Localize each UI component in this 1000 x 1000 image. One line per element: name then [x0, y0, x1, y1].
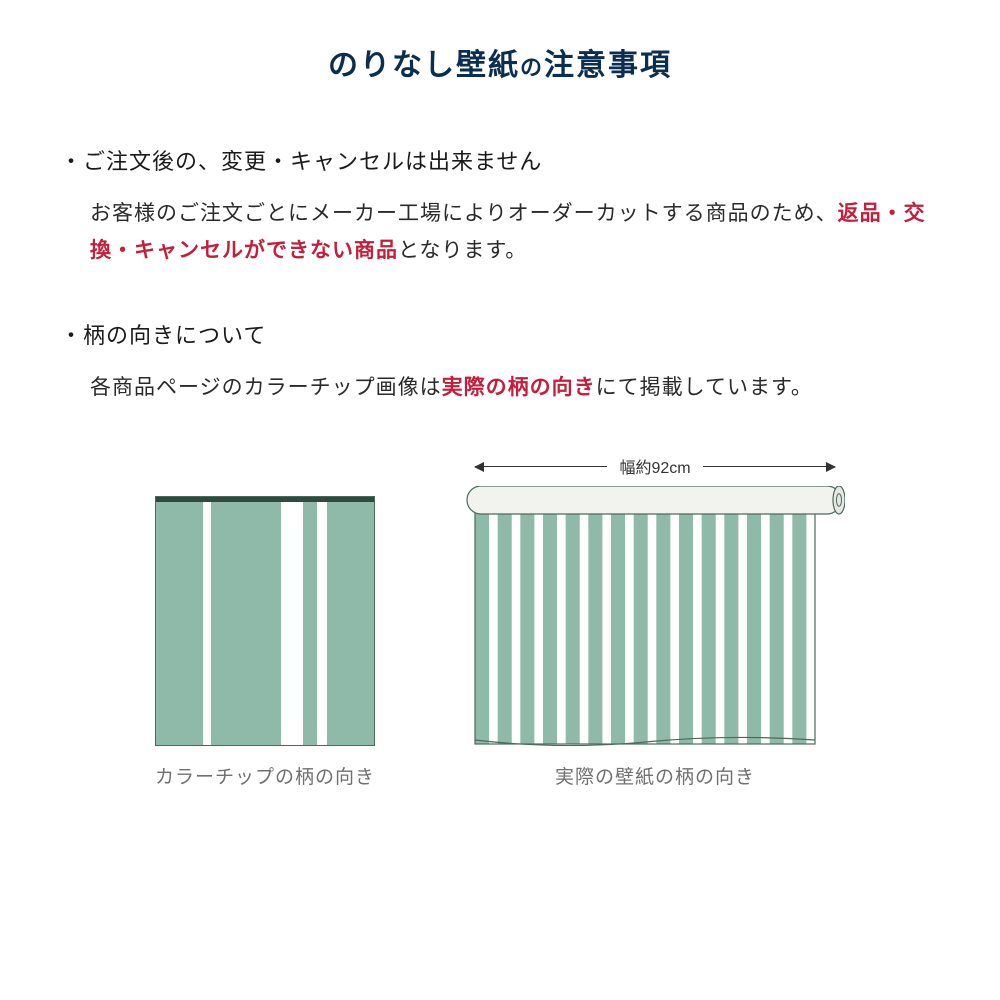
title-main: のりなし壁紙	[328, 49, 520, 82]
section2-bullet: ・柄の向きについて	[60, 318, 940, 350]
caption-left: カラーチップの柄の向き	[155, 762, 375, 789]
diagrams-row: カラーチップの柄の向き 幅約92cm 実際の壁紙の柄の向き	[60, 454, 940, 789]
title-particle: の	[520, 55, 544, 80]
section1-bullet: ・ご注文後の、変更・キャンセルは出来ません	[60, 144, 940, 176]
caption-right: 実際の壁紙の柄の向き	[555, 762, 755, 789]
section1-body-pre: お客様のご注文ごとにメーカー工場によりオーダーカットする商品のため、	[90, 202, 838, 225]
page-title: のりなし壁紙の注意事項	[60, 40, 940, 84]
section2-body-pre: 各商品ページのカラーチップ画像は	[90, 376, 442, 399]
arrow-right	[703, 466, 835, 467]
section2-body: 各商品ページのカラーチップ画像は実際の柄の向きにて掲載しています。	[60, 370, 940, 407]
width-label-text: 幅約92cm	[613, 454, 696, 478]
roll-illustration	[465, 486, 845, 746]
chip-illustration	[155, 496, 375, 746]
section1-body-post: となります。	[398, 239, 527, 262]
section1-body: お客様のご注文ごとにメーカー工場によりオーダーカットする商品のため、返品・交換・…	[60, 196, 940, 270]
roll-diagram: 幅約92cm 実際の壁紙の柄の向き	[465, 454, 845, 789]
title-tail: 注意事項	[544, 49, 672, 82]
chip-diagram: カラーチップの柄の向き	[155, 496, 375, 789]
section2-body-red: 実際の柄の向き	[442, 376, 596, 399]
section2-body-post: にて掲載しています。	[596, 376, 813, 399]
width-label: 幅約92cm	[475, 454, 835, 478]
arrow-left	[475, 466, 607, 467]
